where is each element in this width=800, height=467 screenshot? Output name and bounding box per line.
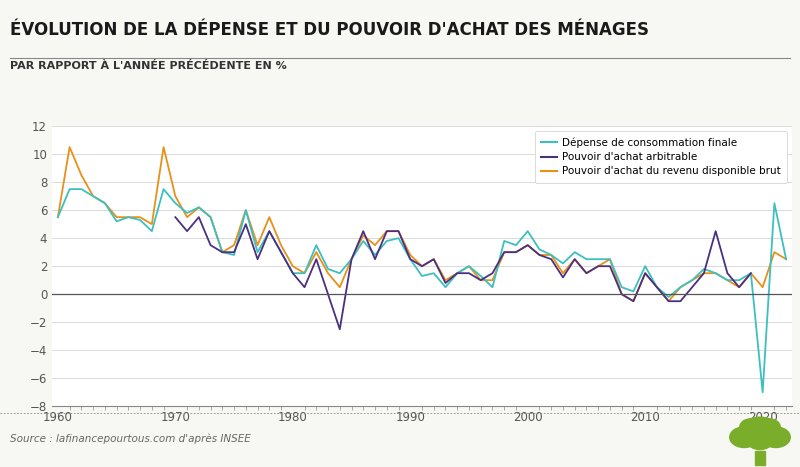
Text: Source : lafinancepourtous.com d'après INSEE: Source : lafinancepourtous.com d'après I… xyxy=(10,434,250,444)
Circle shape xyxy=(741,417,779,445)
Circle shape xyxy=(757,419,780,435)
Circle shape xyxy=(762,427,790,447)
Circle shape xyxy=(740,419,763,435)
Text: PAR RAPPORT À L'ANNÉE PRÉCÉDENTE EN %: PAR RAPPORT À L'ANNÉE PRÉCÉDENTE EN % xyxy=(10,61,286,71)
Legend: Dépense de consommation finale, Pouvoir d'achat arbitrable, Pouvoir d'achat du r: Dépense de consommation finale, Pouvoir … xyxy=(534,131,786,183)
Circle shape xyxy=(730,427,758,447)
Circle shape xyxy=(747,431,773,450)
Text: ÉVOLUTION DE LA DÉPENSE ET DU POUVOIR D'ACHAT DES MÉNAGES: ÉVOLUTION DE LA DÉPENSE ET DU POUVOIR D'… xyxy=(10,21,649,39)
FancyBboxPatch shape xyxy=(755,451,765,465)
